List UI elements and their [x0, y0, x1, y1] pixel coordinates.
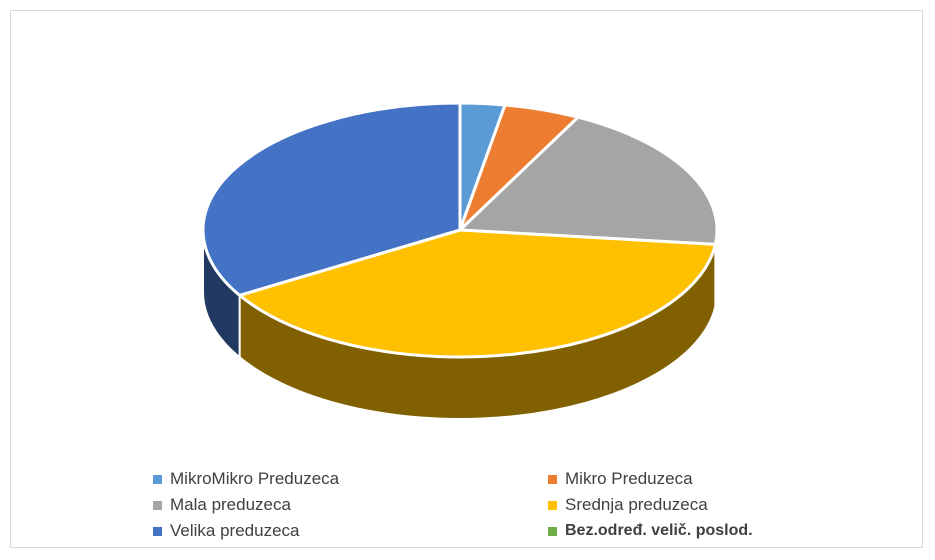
pie-tops — [201, 101, 719, 359]
pie-slice-mala-preduzeca — [458, 115, 719, 246]
pie-slice-srednja-preduzeca — [238, 228, 717, 359]
pie-slice-velika-preduzeca — [201, 101, 462, 297]
